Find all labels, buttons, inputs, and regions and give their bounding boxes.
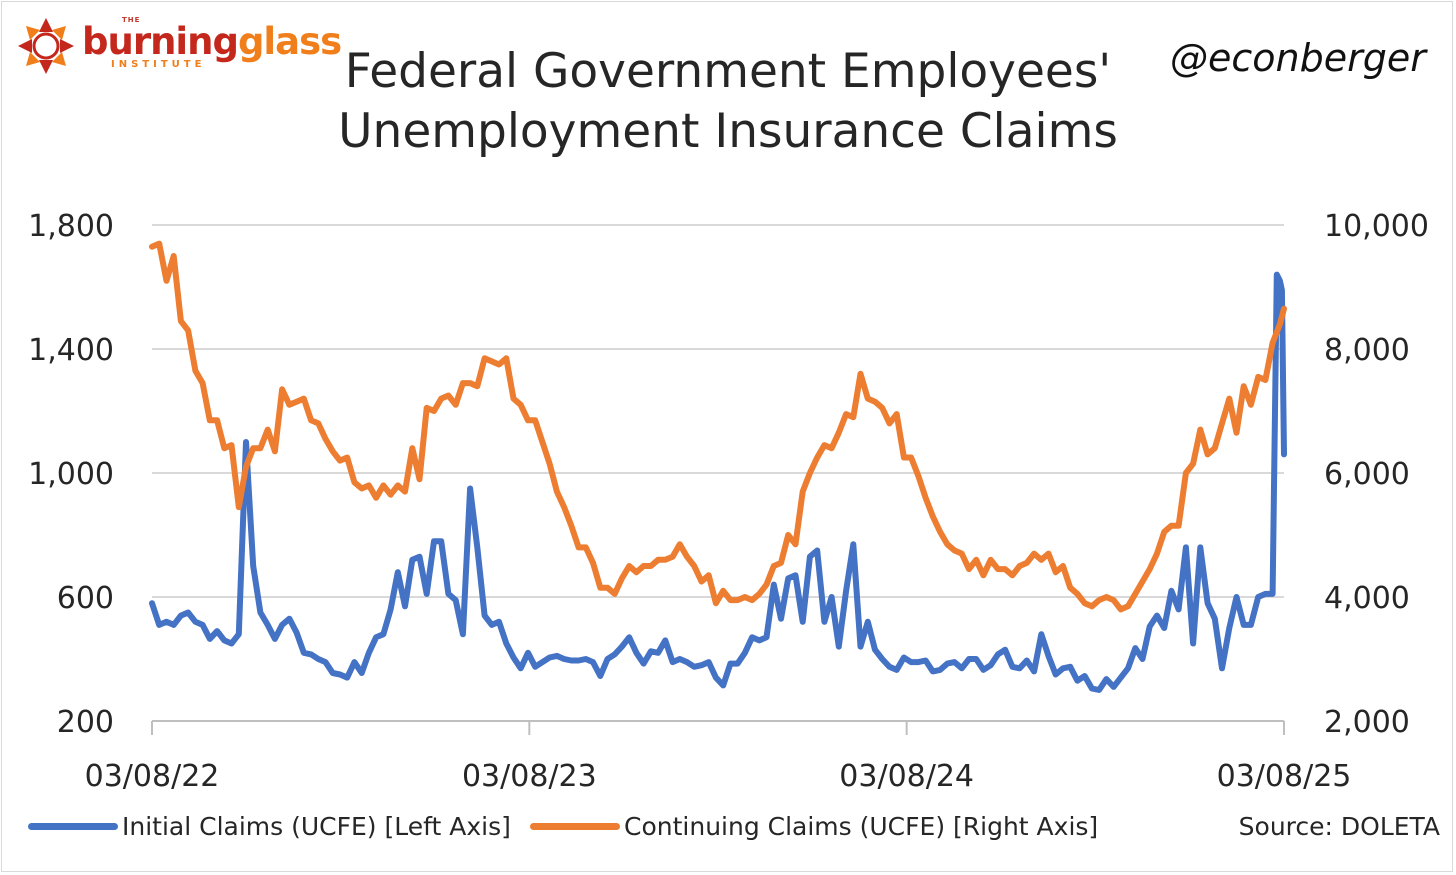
- right-axis-tick-label: 4,000: [1324, 581, 1410, 616]
- series-line-initial-claims: [149, 271, 1287, 693]
- chart-title-line-1: Federal Government Employees': [344, 44, 1112, 99]
- chart-legend: Initial Claims (UCFE) [Left Axis] Contin…: [20, 812, 1440, 852]
- series-lines: [149, 240, 1287, 693]
- gridlines: [152, 224, 1284, 598]
- x-axis-tick-label: 03/08/23: [462, 759, 597, 794]
- burning-glass-sun-icon: [18, 18, 74, 74]
- axes: 200 600 1,000 1,400 1,800 2,000 4,000 6,000 8,00…: [28, 209, 1429, 794]
- logo-wordmark: burningglass: [82, 20, 342, 63]
- logo-institute-text: INSTITUTE: [111, 59, 206, 70]
- author-handle: @econberger: [1170, 36, 1426, 80]
- right-axis-tick-label: 6,000: [1324, 457, 1410, 492]
- right-axis-tick-label: 8,000: [1324, 333, 1410, 368]
- logo-the-text: THE: [122, 16, 141, 24]
- left-axis-tick-label: 1,000: [28, 457, 114, 492]
- legend-swatch-initial-claims: [28, 823, 118, 830]
- source-note: Source: DOLETA: [1238, 812, 1440, 841]
- legend-label-initial-claims: Initial Claims (UCFE) [Left Axis]: [122, 812, 511, 841]
- left-axis-tick-label: 600: [57, 581, 114, 616]
- left-axis-tick-label: 1,800: [28, 209, 114, 244]
- x-axis-tick-label: 03/08/22: [85, 759, 220, 794]
- chart-title-line-2: Unemployment Insurance Claims: [338, 104, 1118, 159]
- right-axis-tick-label: 10,000: [1324, 209, 1429, 244]
- left-axis-tick-label: 200: [57, 705, 114, 740]
- chart-title: Federal Government Employees' Unemployme…: [260, 42, 1196, 162]
- series-line-continuing-claims: [149, 240, 1287, 613]
- legend-item-continuing-claims: Continuing Claims (UCFE) [Right Axis]: [530, 812, 1098, 841]
- right-axis-tick-label: 2,000: [1324, 705, 1410, 740]
- legend-swatch-continuing-claims: [530, 823, 620, 830]
- left-axis-tick-label: 1,400: [28, 333, 114, 368]
- legend-label-continuing-claims: Continuing Claims (UCFE) [Right Axis]: [624, 812, 1099, 841]
- legend-item-initial-claims: Initial Claims (UCFE) [Left Axis]: [28, 812, 511, 841]
- x-axis-tick-label: 03/08/25: [1217, 759, 1352, 794]
- burning-glass-institute-logo: THE burningglass INSTITUTE: [16, 14, 342, 74]
- logo-burning-text: burning: [82, 20, 239, 63]
- logo-glass-text: glass: [237, 20, 342, 63]
- x-axis-tick-label: 03/08/24: [839, 759, 974, 794]
